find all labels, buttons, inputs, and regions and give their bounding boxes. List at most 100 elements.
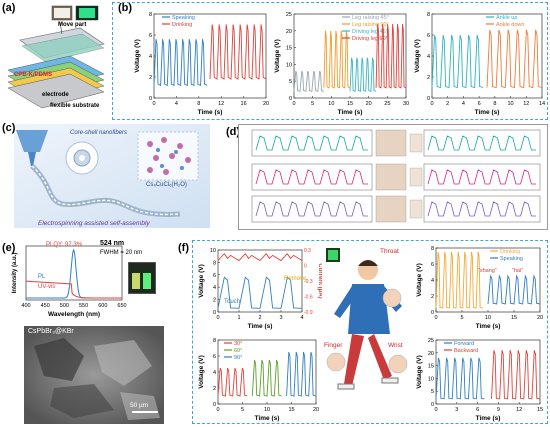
x-tick-label: 0 [216, 315, 219, 321]
series-line-ankle-up [431, 34, 484, 89]
series-line-drinking [435, 251, 483, 309]
series-line-speaking [487, 274, 541, 305]
x-tick-label: 9 [497, 407, 500, 413]
y-tick-label: 15 [428, 364, 434, 370]
chart-b1: 0 4 8 12 16 20 0 2 4 6 8 Time (s) Voltage (V) Speakin… [134, 12, 269, 116]
legend-entry: Speaking [172, 15, 195, 21]
x-tick-label: 5 [311, 101, 314, 107]
y-tick-label: 2 [427, 75, 430, 81]
series-line-speaking [153, 39, 208, 87]
y-tick-label: 0 [289, 96, 292, 102]
legend-entry: Speaking [500, 256, 523, 262]
panel-f-frame [192, 240, 548, 424]
x-tick-label: 0 [292, 101, 295, 107]
signal-frame [251, 129, 373, 157]
y-tick-label: 2 [431, 294, 434, 300]
x-tick-label: 0 [434, 315, 437, 321]
panel-label-b: (b) [118, 2, 133, 14]
y-tick-label: 6 [213, 354, 216, 360]
x-tick-label: 20 [537, 315, 543, 321]
legend-entry: Driving leg 90° [352, 36, 388, 42]
x-tick-label: 16 [241, 101, 247, 107]
y-tick-label: 8 [213, 338, 216, 344]
x-tick-label: 12 [523, 101, 529, 107]
x-tick-label: 25 [384, 101, 390, 107]
x-tick-label: 10 [508, 101, 514, 107]
x-tick-label: 0 [434, 407, 437, 413]
y-tick-label: 10 [210, 248, 216, 254]
signal-frame [423, 129, 541, 157]
x-axis-label: Time (s) [475, 109, 500, 116]
legend-entry: Backward [454, 348, 478, 354]
x-tick-label: 2 [258, 315, 261, 321]
x-tick-label: 600 [98, 303, 107, 309]
series-line-voltage [217, 276, 303, 309]
legend-entry: 90° [234, 355, 242, 361]
x-tick-label: 5 [460, 315, 463, 321]
series-line-60- [251, 359, 282, 397]
x-axis-label: Time (s) [476, 323, 501, 330]
runner-illustration: Throat Finger Wrist [322, 244, 414, 422]
y-axis-label: Voltage (V) [414, 39, 421, 72]
panel-label-e: (e) [2, 242, 16, 254]
legend-entry: Ankle up [496, 15, 517, 21]
electrospinning-illustration [14, 124, 210, 228]
arm-photo [409, 167, 423, 187]
finger-label: Finger [324, 342, 343, 349]
x-tick-label: 3 [455, 407, 458, 413]
y-tick-label: 2 [149, 75, 152, 81]
y-tick-label: 6 [149, 33, 152, 39]
x-tick-label: 20 [366, 101, 372, 107]
y-tick-label: 0 [431, 402, 434, 408]
uvvis-curve [26, 280, 122, 299]
y-tick-label: 4 [213, 285, 216, 291]
legend-entry: Drinking [500, 249, 520, 255]
signal-trace [255, 169, 368, 185]
x-tick-label: 550 [79, 303, 88, 309]
legend-entry: Driving leg 45° [352, 29, 388, 35]
y-tick-label: 0 [213, 310, 216, 316]
y-axis-label: Voltage (V) [198, 355, 205, 388]
y-tick-label: 20 [428, 351, 434, 357]
y2-axis-label: Current (μA) [317, 263, 322, 298]
y-tick-label: 25 [286, 12, 292, 18]
legend-entry: Leg raising 45° [352, 15, 389, 21]
x-axis-label: Time (s) [338, 109, 363, 116]
y-tick-label: 2 [213, 386, 216, 392]
panel-a: (a) Move part CPB-K/PDMS electrode flexi… [0, 0, 110, 120]
x-tick-label: 500 [60, 303, 69, 309]
y-tick-label: 25 [428, 338, 434, 344]
y-axis-label: Voltage (V) [274, 39, 281, 72]
chart-f3: 0 5 10 15 20 0 2 4 6 8 Time (s) Voltage (V) Drinking… [416, 246, 543, 330]
panel-label-f: (f) [178, 242, 189, 254]
series-line-driving-leg-45- [349, 57, 377, 92]
legend-entry: Drinking [172, 22, 192, 28]
x-axis-label: Time (s) [248, 323, 273, 330]
y-tick-label: 10 [428, 376, 434, 382]
uvvis-label: UV-vis [38, 284, 56, 290]
x-tick-label: 10 [485, 315, 491, 321]
hand-photo [375, 129, 407, 157]
x-tick-label: 6 [476, 407, 479, 413]
y-tick-label: 6 [431, 262, 434, 268]
x-tick-label: 8 [197, 101, 200, 107]
move-part-label: Move part [58, 22, 87, 28]
panel-label-d: (d) [226, 126, 241, 138]
y-tick-label: 0 [149, 96, 152, 102]
legend-entry: 60° [234, 348, 242, 354]
chart-f1: 0 1 2 3 4 0 2 4 6 8 10 Time (s) Voltage (V) -0.9 -0.6 -… [198, 248, 322, 330]
y2-tick-label: -0.3 [304, 279, 313, 285]
arm-photo [409, 133, 423, 153]
x-tick-label: 0 [216, 407, 219, 413]
x-tick-label: 3 [279, 315, 282, 321]
x-tick-label: 12 [218, 101, 224, 107]
substrate-label: flexible substrate [50, 103, 100, 109]
panel-label-a: (a) [2, 2, 16, 14]
x-tick-label: 0 [152, 101, 155, 107]
signal-trace [427, 169, 536, 185]
y-tick-label: 2 [213, 298, 216, 304]
y2-tick-label: -0.6 [304, 295, 313, 301]
y-tick-label: 10 [286, 62, 292, 68]
plqy-label: PLQY: 97.3% [46, 242, 83, 248]
fwhm-label: FWHM = 20 nm [100, 250, 143, 256]
